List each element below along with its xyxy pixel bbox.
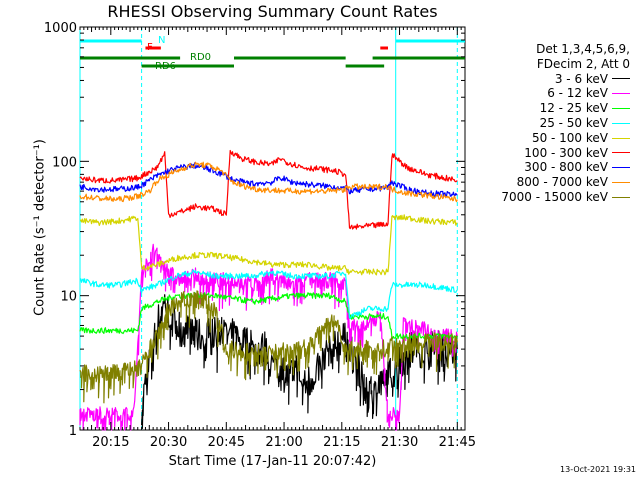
x-tick-label-3: 21:00 [265,435,302,450]
legend-swatch [612,167,630,169]
legend-entry-5: 100 - 300 keV [470,146,630,161]
series-line-2 [79,292,458,340]
series-line-0 [141,294,458,429]
legend-swatch [612,137,630,139]
series-line-5 [79,149,458,230]
x-tick-label-6: 21:45 [439,435,476,450]
x-tick-label-1: 20:30 [150,435,187,450]
legend: Det 1,3,4,5,6,9, FDecim 2, Att 0 3 - 6 k… [470,42,630,205]
legend-swatch [612,108,630,110]
annotation-label-n: N [158,35,165,46]
axis-ticks: 20:15 20:30 20:45 21:00 21:15 21:30 21:45 1 10 10… [44,21,476,450]
chart-title: RHESSI Observing Summary Count Rates [107,2,438,21]
legend-swatch [612,152,630,154]
legend-entry-8: 7000 - 15000 keV [470,190,630,205]
legend-label: 7000 - 15000 keV [501,189,608,204]
y-tick-label-2: 100 [52,155,77,170]
x-tick-label-4: 21:15 [323,435,360,450]
series-line-4 [79,214,458,276]
annotation-label-rd6: RD6 [155,61,176,72]
series-line-3 [79,269,458,319]
legend-swatch [612,196,630,198]
annotation-bars: NF RD0 RD6 [80,35,465,72]
series-line-7 [79,161,458,203]
y-axis-label: Count Rate (s⁻¹ detector⁻¹) [32,139,48,316]
annotation-label-rd0: RD0 [190,52,211,63]
legend-label: 50 - 100 keV [531,130,608,145]
legend-label: 12 - 25 keV [539,101,608,116]
legend-label: 800 - 7000 keV [516,175,608,190]
legend-label: 3 - 6 keV [554,71,608,86]
series-line-6 [79,162,458,198]
y-tick-label-3: 1000 [44,21,77,36]
series-line-1 [79,243,458,431]
annotation-label-f: F [147,42,153,53]
x-tick-label-2: 20:45 [208,435,245,450]
x-tick-label-5: 21:30 [381,435,418,450]
legend-header-line-1: Det 1,3,4,5,6,9, [536,42,630,56]
series-line-8 [79,290,458,404]
legend-entry-3: 25 - 50 keV [470,116,630,131]
series-lines [79,149,458,431]
legend-label: 25 - 50 keV [539,115,608,130]
legend-label: 300 - 800 keV [524,160,608,175]
legend-entry-7: 800 - 7000 keV [470,175,630,190]
legend-entry-0: 3 - 6 keV [470,72,630,87]
legend-header-line-2: FDecim 2, Att 0 [536,56,630,71]
legend-swatch [612,78,630,80]
legend-entry-6: 300 - 800 keV [470,160,630,175]
legend-label: 6 - 12 keV [547,86,608,101]
legend-swatch [612,182,630,184]
x-axis-label: Start Time (17-Jan-11 20:07:42) [168,454,377,469]
legend-label: 100 - 300 keV [524,145,608,160]
legend-entry-1: 6 - 12 keV [470,86,630,101]
legend-entry-4: 50 - 100 keV [470,131,630,146]
legend-swatch [612,93,630,95]
y-tick-label-0: 1 [69,424,77,439]
x-tick-label-0: 20:15 [92,435,129,450]
legend-swatch [612,122,630,124]
y-tick-label-1: 10 [60,290,77,305]
legend-entry-2: 12 - 25 keV [470,101,630,116]
timestamp: 13-Oct-2021 19:31 [560,465,636,474]
